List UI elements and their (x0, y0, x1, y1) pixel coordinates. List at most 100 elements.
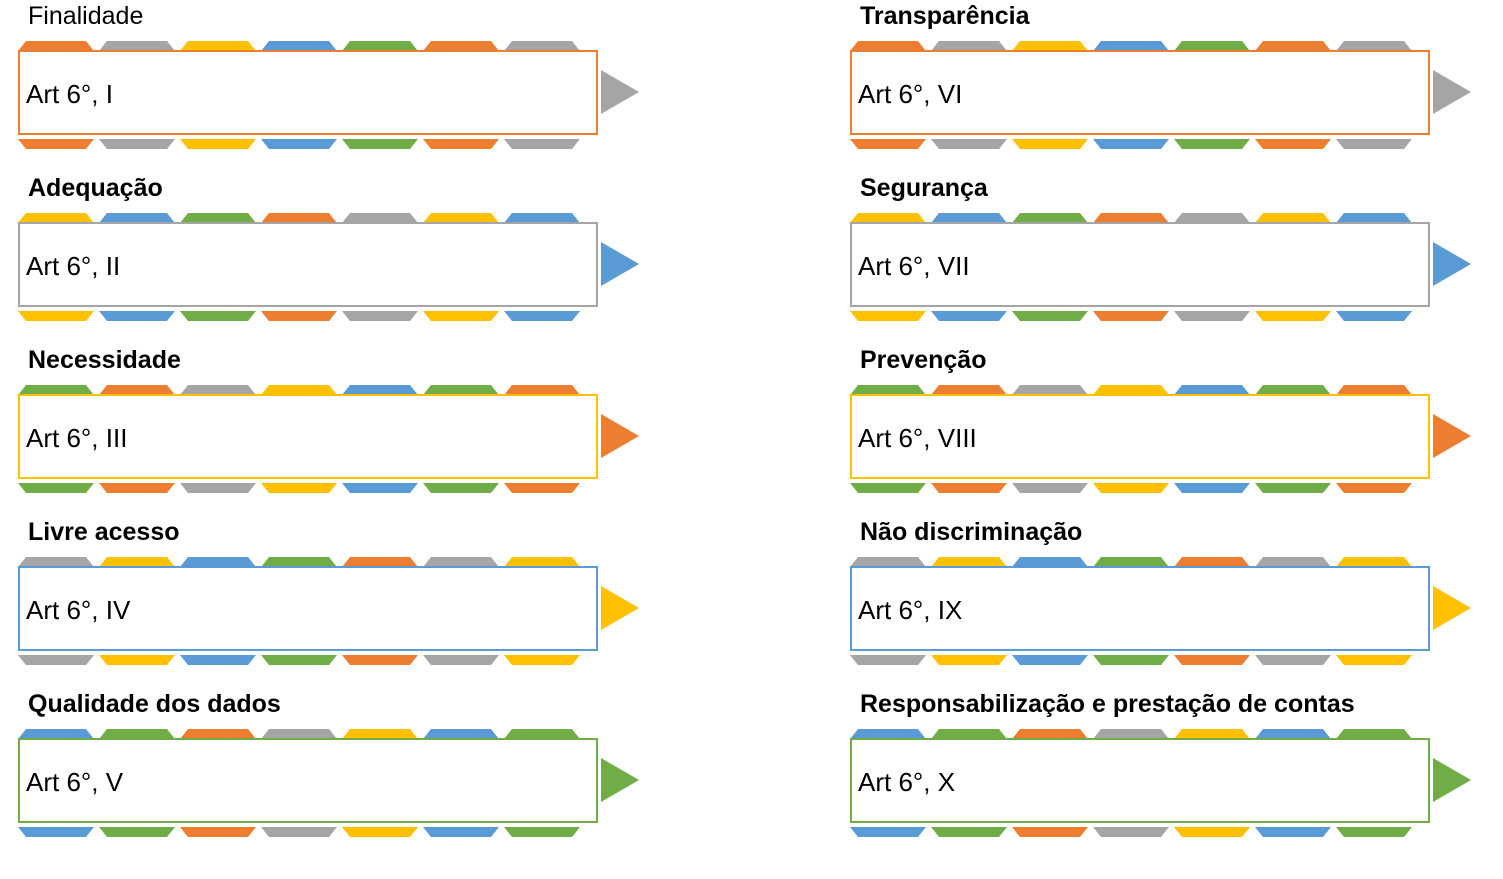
stripe-band-bottom (850, 139, 1420, 149)
stripe-band-top (850, 557, 1420, 567)
stripe-segment (1336, 385, 1412, 395)
stripe-band-top (18, 557, 588, 567)
arrow-icon (601, 586, 639, 630)
stripe-segment (931, 385, 1007, 395)
stripe-segment (504, 139, 580, 149)
stripe-segment (423, 213, 499, 223)
stripe-segment (180, 311, 256, 321)
stripe-band-top (18, 729, 588, 739)
stripe-segment (423, 311, 499, 321)
stripe-segment (1255, 729, 1331, 739)
article-reference: Art 6°, III (26, 423, 128, 453)
stripe-segment (1093, 385, 1169, 395)
stripe-segment (180, 729, 256, 739)
stripe-band-bottom (850, 655, 1420, 665)
stripe-segment (1012, 385, 1088, 395)
stripe-segment (931, 41, 1007, 51)
stripe-segment (99, 827, 175, 837)
stripe-segment (1012, 213, 1088, 223)
article-box: Art 6°, I (18, 50, 598, 135)
stripe-segment (504, 213, 580, 223)
stripe-segment (1093, 311, 1169, 321)
stripe-segment (504, 557, 580, 567)
arrow-icon (601, 242, 639, 286)
article-box: Art 6°, VII (850, 222, 1430, 307)
stripe-segment (99, 557, 175, 567)
stripe-segment (850, 385, 926, 395)
stripe-segment (1093, 827, 1169, 837)
stripe-segment (1336, 557, 1412, 567)
stripe-segment (850, 655, 926, 665)
stripe-segment (1336, 41, 1412, 51)
stripe-segment (18, 139, 94, 149)
stripe-segment (261, 385, 337, 395)
stripe-segment (504, 827, 580, 837)
stripe-segment (423, 655, 499, 665)
stripe-segment (1093, 557, 1169, 567)
stripe-segment (1174, 311, 1250, 321)
stripe-segment (423, 385, 499, 395)
article-box: Art 6°, III (18, 394, 598, 479)
article-box: Art 6°, VIII (850, 394, 1430, 479)
stripe-band-bottom (850, 827, 1420, 837)
stripe-segment (180, 557, 256, 567)
stripe-segment (504, 729, 580, 739)
principle-title: Qualidade dos dados (28, 690, 281, 718)
stripe-segment (1255, 139, 1331, 149)
stripe-segment (180, 655, 256, 665)
stripe-segment (1336, 655, 1412, 665)
stripe-segment (99, 729, 175, 739)
stripe-segment (504, 655, 580, 665)
arrow-icon (601, 758, 639, 802)
article-reference: Art 6°, I (26, 79, 113, 109)
stripe-segment (931, 827, 1007, 837)
principle-title: Adequação (28, 174, 163, 202)
stripe-segment (1255, 41, 1331, 51)
stripe-segment (1255, 557, 1331, 567)
stripe-segment (18, 827, 94, 837)
stripe-segment (1012, 311, 1088, 321)
stripe-segment (1174, 139, 1250, 149)
stripe-band-bottom (850, 483, 1420, 493)
stripe-segment (1174, 827, 1250, 837)
stripe-segment (1174, 483, 1250, 493)
stripe-segment (504, 41, 580, 51)
stripe-segment (931, 729, 1007, 739)
stripe-segment (342, 41, 418, 51)
stripe-segment (1255, 385, 1331, 395)
stripe-segment (850, 41, 926, 51)
stripe-segment (342, 827, 418, 837)
stripe-segment (18, 213, 94, 223)
stripe-segment (261, 729, 337, 739)
stripe-segment (342, 213, 418, 223)
stripe-segment (1174, 385, 1250, 395)
arrow-icon (601, 70, 639, 114)
stripe-band-top (18, 213, 588, 223)
stripe-segment (342, 729, 418, 739)
stripe-segment (1336, 213, 1412, 223)
principle-title: Não discriminação (860, 518, 1083, 546)
stripe-segment (850, 729, 926, 739)
stripe-segment (1336, 139, 1412, 149)
article-reference: Art 6°, X (858, 767, 956, 797)
stripe-segment (1093, 729, 1169, 739)
stripe-segment (18, 655, 94, 665)
article-reference: Art 6°, II (26, 251, 121, 281)
stripe-band-bottom (18, 139, 588, 149)
principle-title: Prevenção (860, 346, 987, 374)
article-box: Art 6°, VI (850, 50, 1430, 135)
stripe-band-top (18, 385, 588, 395)
article-reference: Art 6°, VII (858, 251, 970, 281)
stripe-segment (1255, 311, 1331, 321)
stripe-segment (1012, 139, 1088, 149)
stripe-segment (423, 41, 499, 51)
article-reference: Art 6°, VI (858, 79, 963, 109)
stripe-band-top (850, 41, 1420, 51)
stripe-segment (1174, 557, 1250, 567)
stripe-segment (342, 483, 418, 493)
arrow-icon (1433, 70, 1471, 114)
stripe-segment (261, 139, 337, 149)
principle-item: Adequação Art 6°, II (18, 172, 678, 344)
stripe-segment (342, 139, 418, 149)
stripe-segment (1012, 827, 1088, 837)
